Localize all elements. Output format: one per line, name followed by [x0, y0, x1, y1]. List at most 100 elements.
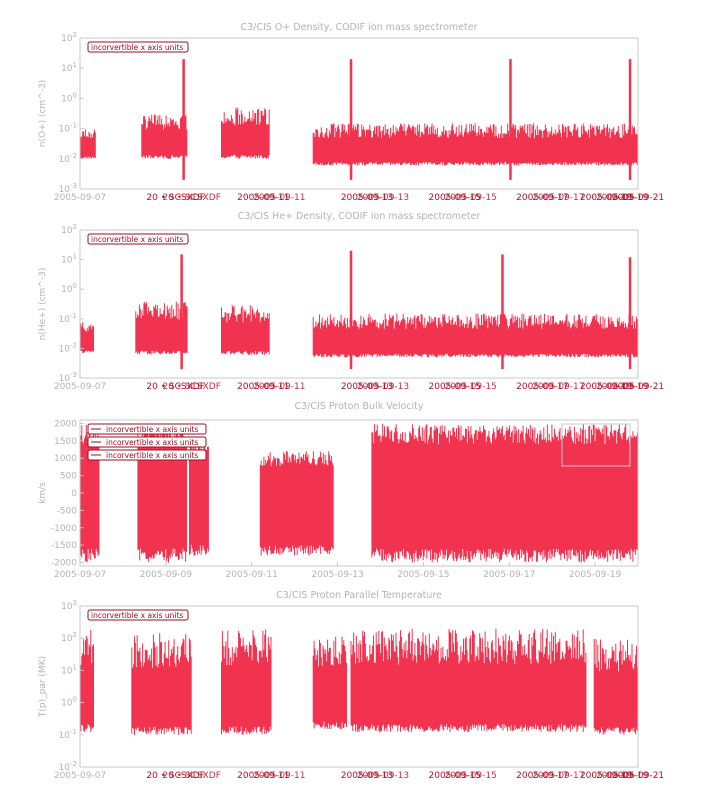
chart-panel-1: C3/CIS O+ Density, CODIF ion mass spectr… [38, 22, 664, 203]
x-tick-label-overlap: 2005-09-19 [580, 382, 633, 392]
y-tick-label: 500 [60, 472, 77, 482]
y-tick-label: 10-2 [59, 341, 77, 354]
data-segment [312, 636, 347, 729]
data-segment [131, 633, 192, 735]
data-segment [221, 629, 272, 735]
y-tick-label: 103 [61, 599, 77, 612]
y-tick-label: 100 [61, 91, 77, 104]
warning-badge-text: incorvertible x axis units [106, 425, 198, 434]
data-segment [80, 424, 100, 563]
data-segment [80, 129, 96, 159]
x-tick-label-overlap-shadow: 2005-09-17 [532, 193, 584, 203]
plot-frame [79, 37, 639, 190]
x-tick-label-overlap-shadow: 2005-09-15 [445, 193, 497, 203]
warning-badge [87, 233, 189, 245]
x-tick-label-overlap: 2005-09-13 [341, 771, 393, 781]
x-tick-label: 2005-09-07 [54, 771, 106, 781]
x-tick-label: 2005-09-11 [226, 570, 278, 580]
x-tick-label-overlap-shadow: 2005-09-11 [253, 382, 305, 392]
x-tick-label-overlap: 20 • SCSXDF [146, 193, 204, 203]
x-tick-label: 2005-09-07 [54, 570, 106, 580]
x-tick-label: 2005-09-21 [612, 193, 664, 203]
data-segment [221, 107, 270, 159]
chart-title: C3/CIS Proton Parallel Temperature [276, 590, 442, 601]
x-tick-label-overlap: 20 • SCSXDF [146, 382, 204, 392]
x-tick-label-overlap: 20 • SCSXDF [146, 771, 204, 781]
x-tick-label-overlap: 2005-09-17 [516, 771, 568, 781]
warning-badge [87, 41, 189, 53]
chart-title: C3/CIS Proton Bulk Velocity [295, 401, 424, 412]
warning-badge-text: incorvertible x axis units [91, 43, 183, 52]
x-tick-label-overlap: 2005-09-19 [580, 193, 633, 203]
y-tick-label: 10-1 [59, 122, 77, 135]
x-tick-label-overlap-shadow: 2005-09-17 [532, 771, 584, 781]
data-segment [259, 451, 334, 556]
warning-badge-text: incorvertible x axis units [106, 438, 198, 447]
x-tick-label-overlap-shadow: 20 • SCSXDF [162, 382, 220, 392]
x-tick-label-overlap-shadow: 20 • SCSXDF [162, 193, 220, 203]
warning-badge [87, 436, 207, 448]
y-tick-label: 10-3 [59, 182, 77, 195]
y-tick-label: 100 [61, 282, 77, 295]
x-tick-label: 2005-09-17 [483, 570, 535, 580]
chart-panel-4: C3/CIS Proton Parallel Temperature T(p)_p… [38, 590, 664, 781]
y-tick-label: 102 [61, 631, 77, 644]
data-segment [137, 423, 187, 563]
x-tick-label-overlap-shadow: 2005-09-19 [596, 382, 649, 392]
data-segment [221, 305, 270, 355]
series-marks [80, 628, 638, 735]
warning-badge [87, 423, 207, 435]
data-segment [371, 423, 638, 563]
x-tick-label-overlap-shadow: 2005-09-11 [253, 193, 305, 203]
y-tick-label: 10-3 [59, 371, 77, 384]
x-tick-label-overlap: 2005-09-11 [237, 382, 289, 392]
warning-badge [87, 609, 189, 621]
x-tick-label: 2005-09-09 [140, 570, 193, 580]
x-tick-label: 2005-09-21 [612, 382, 664, 392]
y-tick-label: -1500 [51, 541, 77, 551]
warning-badge [87, 449, 207, 461]
x-tick-label: 2005-09-07 [54, 382, 106, 392]
chart-title: C3/CIS O+ Density, CODIF ion mass spectr… [240, 22, 477, 33]
x-tick-label-overlap-shadow: 2005-09-13 [357, 193, 409, 203]
data-segment [312, 123, 638, 166]
y-axis-label: n(O+) (cm^-3) [38, 80, 48, 147]
data-segment [80, 630, 94, 732]
y-tick-label: 10-2 [59, 152, 77, 165]
data-segment [312, 313, 638, 358]
data-segment [593, 638, 638, 735]
x-tick-label-overlap: 2005-09-19 [580, 771, 633, 781]
x-tick-label-overlap-shadow: 2005-09-15 [445, 771, 497, 781]
y-tick-label: -2000 [51, 559, 77, 569]
series-marks [80, 59, 638, 180]
x-tick-label: 2005-09-15 [397, 570, 449, 580]
y-tick-label: 0 [71, 489, 77, 499]
x-tick-label-overlap: 2005-09-11 [237, 193, 289, 203]
data-segment [80, 322, 94, 353]
y-tick-label: 100 [61, 696, 77, 709]
y-tick-label: 10-2 [59, 760, 77, 773]
plot-frame [79, 229, 639, 379]
plot-frame [79, 605, 639, 768]
x-tick-label-overlap-shadow: 2005-09-13 [357, 771, 409, 781]
y-tick-label: 1000 [54, 454, 77, 464]
x-tick-label-overlap: 2005-09-15 [429, 193, 481, 203]
data-segment [189, 442, 209, 556]
data-segment [350, 628, 587, 733]
x-tick-label-overlap-shadow: 2005-09-19 [596, 771, 649, 781]
chart-panel-2: C3/CIS He+ Density, CODIF ion mass spect… [38, 211, 664, 392]
x-tick-label: 2005-09-21 [612, 771, 664, 781]
data-segment [141, 114, 188, 159]
y-tick-label: -1000 [51, 524, 77, 534]
y-tick-label: 10-1 [59, 728, 77, 741]
y-tick-label: 101 [61, 663, 77, 676]
x-tick-label: 2005-09-13 [311, 570, 363, 580]
x-tick-label-overlap-shadow: 2005-09-17 [532, 382, 584, 392]
y-axis-label: n(He+) (cm^-3) [38, 268, 48, 341]
y-tick-label: 102 [61, 31, 77, 44]
x-tick-label-overlap-shadow: 20 • SCSXDF [162, 771, 220, 781]
x-tick-label-overlap: 2005-09-13 [341, 382, 393, 392]
legend-box [561, 423, 631, 467]
y-tick-label: 1500 [54, 437, 77, 447]
warning-badge-text: incorvertible x axis units [91, 235, 183, 244]
